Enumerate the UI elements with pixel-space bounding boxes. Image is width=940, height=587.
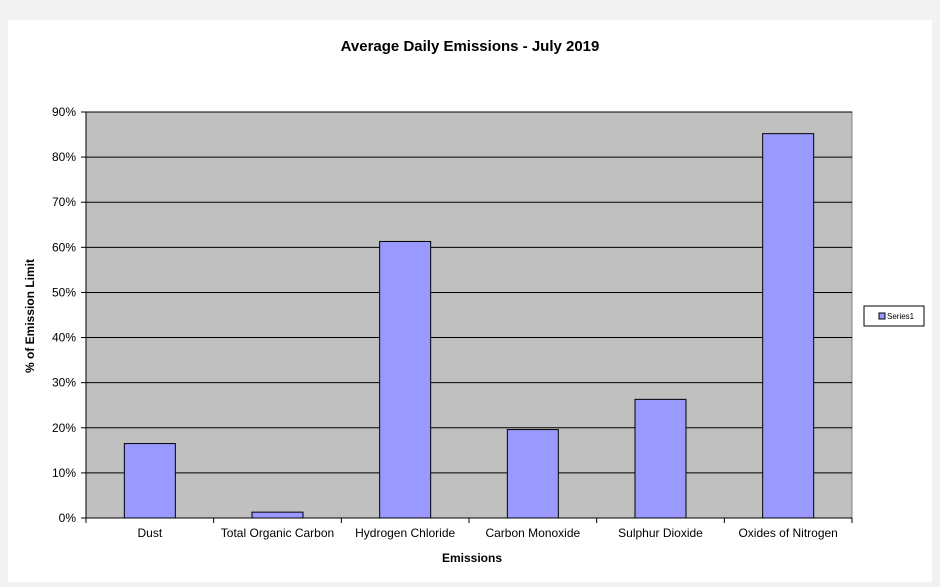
y-axis-title: % of Emission Limit xyxy=(23,259,37,373)
plot-area xyxy=(85,111,853,519)
legend-label: Series1 xyxy=(887,312,915,321)
bar xyxy=(123,443,176,519)
y-tick-label: 70% xyxy=(52,195,76,209)
chart-area: Average Daily Emissions - July 2019 0% 10… xyxy=(8,20,932,582)
x-tick-label: Carbon Monoxide xyxy=(485,526,580,540)
x-tick-label: Oxides of Nitrogen xyxy=(738,526,837,540)
legend-swatch xyxy=(878,312,886,320)
x-tick-label: Sulphur Dioxide xyxy=(618,526,703,540)
x-tick-label: Total Organic Carbon xyxy=(221,526,334,540)
y-tick-label: 30% xyxy=(52,376,76,390)
x-axis-title: Emissions xyxy=(442,551,502,565)
y-tick-label: 0% xyxy=(59,511,77,525)
axes xyxy=(81,111,853,523)
emissions-bar-chart: Average Daily Emissions - July 2019 0% 10… xyxy=(23,38,925,565)
bar xyxy=(762,133,815,519)
bars xyxy=(123,133,815,519)
y-tick-label: 80% xyxy=(52,150,76,164)
gridlines xyxy=(86,111,852,474)
y-tick-label: 20% xyxy=(52,421,76,435)
y-tick-label: 90% xyxy=(52,105,76,119)
y-tick-label: 60% xyxy=(52,240,76,254)
bar xyxy=(506,429,559,519)
bar xyxy=(379,240,432,519)
y-tick-label: 10% xyxy=(52,466,76,480)
legend-box xyxy=(863,305,925,327)
y-tick-labels: 0% 10% 20% 30% 40% 50% 60% 70% 80% 90% xyxy=(52,105,76,525)
y-tick-label: 50% xyxy=(52,285,76,299)
bar xyxy=(251,511,304,519)
chart-title: Average Daily Emissions - July 2019 xyxy=(341,38,600,55)
x-tick-labels: Dust Total Organic Carbon Hydrogen Chlorid… xyxy=(137,526,837,540)
bar xyxy=(634,398,687,519)
x-tick-label: Hydrogen Chloride xyxy=(355,526,455,540)
x-tick-label: Dust xyxy=(137,526,162,540)
legend: Series1 xyxy=(863,305,925,327)
y-tick-label: 40% xyxy=(52,331,76,345)
